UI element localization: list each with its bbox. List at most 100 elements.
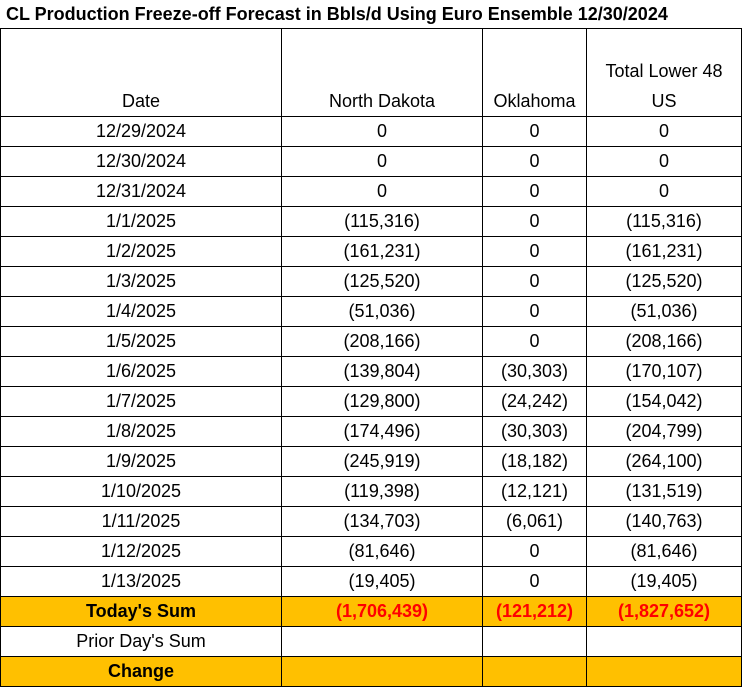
north-dakota-cell: (161,231) <box>281 236 483 267</box>
table-row: 12/30/2024 0 0 0 <box>0 146 742 177</box>
total-cell: (161,231) <box>586 236 742 267</box>
table-row: 1/6/2025 (139,804) (30,303) (170,107) <box>0 356 742 387</box>
oklahoma-cell: (30,303) <box>482 356 587 387</box>
table-row: 12/29/2024 0 0 0 <box>0 116 742 147</box>
total-cell: (170,107) <box>586 356 742 387</box>
table-row: 1/1/2025 (115,316) 0 (115,316) <box>0 206 742 237</box>
todays-sum-north-dakota: (1,706,439) <box>281 596 483 627</box>
change-label: Change <box>0 656 282 687</box>
date-cell: 1/4/2025 <box>0 296 282 327</box>
date-cell: 1/12/2025 <box>0 536 282 567</box>
table-row: 1/13/2025 (19,405) 0 (19,405) <box>0 566 742 597</box>
total-cell: (204,799) <box>586 416 742 447</box>
oklahoma-cell: (30,303) <box>482 416 587 447</box>
north-dakota-cell: 0 <box>281 176 483 207</box>
oklahoma-cell: 0 <box>482 146 587 177</box>
table-row: 1/11/2025 (134,703) (6,061) (140,763) <box>0 506 742 537</box>
total-cell: 0 <box>586 116 742 147</box>
date-cell: 12/31/2024 <box>0 176 282 207</box>
north-dakota-cell: (119,398) <box>281 476 483 507</box>
date-cell: 1/8/2025 <box>0 416 282 447</box>
date-cell: 1/3/2025 <box>0 266 282 297</box>
prior-day-sum-oklahoma <box>482 626 587 657</box>
table-row: 1/4/2025 (51,036) 0 (51,036) <box>0 296 742 327</box>
table-row: 1/8/2025 (174,496) (30,303) (204,799) <box>0 416 742 447</box>
header-north-dakota: North Dakota <box>281 28 483 117</box>
header-total-line2: US <box>651 91 677 111</box>
date-cell: 12/30/2024 <box>0 146 282 177</box>
table-title: CL Production Freeze-off Forecast in Bbl… <box>6 4 668 24</box>
oklahoma-cell: 0 <box>482 206 587 237</box>
oklahoma-cell: (18,182) <box>482 446 587 477</box>
oklahoma-cell: 0 <box>482 326 587 357</box>
total-cell: (131,519) <box>586 476 742 507</box>
north-dakota-cell: (125,520) <box>281 266 483 297</box>
north-dakota-cell: (129,800) <box>281 386 483 417</box>
oklahoma-cell: (6,061) <box>482 506 587 537</box>
total-cell: (140,763) <box>586 506 742 537</box>
oklahoma-cell: (12,121) <box>482 476 587 507</box>
north-dakota-cell: 0 <box>281 116 483 147</box>
header-total-line1: Total Lower 48 <box>605 61 723 81</box>
prior-day-sum-row: Prior Day's Sum <box>0 626 742 657</box>
oklahoma-cell: 0 <box>482 116 587 147</box>
prior-day-sum-total <box>586 626 742 657</box>
oklahoma-cell: 0 <box>482 266 587 297</box>
date-cell: 1/7/2025 <box>0 386 282 417</box>
table-row: 1/10/2025 (119,398) (12,121) (131,519) <box>0 476 742 507</box>
table-row: 1/7/2025 (129,800) (24,242) (154,042) <box>0 386 742 417</box>
date-cell: 1/5/2025 <box>0 326 282 357</box>
total-cell: (264,100) <box>586 446 742 477</box>
table-row: 1/5/2025 (208,166) 0 (208,166) <box>0 326 742 357</box>
table-row: 1/12/2025 (81,646) 0 (81,646) <box>0 536 742 567</box>
north-dakota-cell: (19,405) <box>281 566 483 597</box>
prior-day-sum-north-dakota <box>281 626 483 657</box>
north-dakota-cell: (139,804) <box>281 356 483 387</box>
table-row: 1/2/2025 (161,231) 0 (161,231) <box>0 236 742 267</box>
todays-sum-oklahoma: (121,212) <box>482 596 587 627</box>
total-cell: (125,520) <box>586 266 742 297</box>
oklahoma-cell: 0 <box>482 536 587 567</box>
change-total <box>586 656 742 687</box>
todays-sum-total: (1,827,652) <box>586 596 742 627</box>
header-oklahoma: Oklahoma <box>482 28 587 117</box>
date-cell: 12/29/2024 <box>0 116 282 147</box>
total-cell: (154,042) <box>586 386 742 417</box>
north-dakota-cell: (81,646) <box>281 536 483 567</box>
total-cell: 0 <box>586 146 742 177</box>
north-dakota-cell: (51,036) <box>281 296 483 327</box>
north-dakota-cell: (115,316) <box>281 206 483 237</box>
north-dakota-cell: (134,703) <box>281 506 483 537</box>
oklahoma-cell: 0 <box>482 296 587 327</box>
prior-day-sum-label: Prior Day's Sum <box>0 626 282 657</box>
date-cell: 1/1/2025 <box>0 206 282 237</box>
date-cell: 1/10/2025 <box>0 476 282 507</box>
change-row: Change <box>0 656 742 687</box>
header-row: Date North Dakota Oklahoma Total Lower 4… <box>0 28 742 117</box>
date-cell: 1/9/2025 <box>0 446 282 477</box>
change-north-dakota <box>281 656 483 687</box>
todays-sum-label: Today's Sum <box>0 596 282 627</box>
date-cell: 1/2/2025 <box>0 236 282 267</box>
freeze-off-table: Date North Dakota Oklahoma Total Lower 4… <box>0 28 742 687</box>
oklahoma-cell: 0 <box>482 566 587 597</box>
table-row: 12/31/2024 0 0 0 <box>0 176 742 207</box>
date-cell: 1/13/2025 <box>0 566 282 597</box>
north-dakota-cell: (174,496) <box>281 416 483 447</box>
date-cell: 1/6/2025 <box>0 356 282 387</box>
oklahoma-cell: (24,242) <box>482 386 587 417</box>
change-oklahoma <box>482 656 587 687</box>
north-dakota-cell: 0 <box>281 146 483 177</box>
date-cell: 1/11/2025 <box>0 506 282 537</box>
north-dakota-cell: (208,166) <box>281 326 483 357</box>
table-row: 1/9/2025 (245,919) (18,182) (264,100) <box>0 446 742 477</box>
total-cell: (115,316) <box>586 206 742 237</box>
oklahoma-cell: 0 <box>482 236 587 267</box>
total-cell: (51,036) <box>586 296 742 327</box>
header-total-lower-48: Total Lower 48 US <box>586 28 742 117</box>
total-cell: (81,646) <box>586 536 742 567</box>
todays-sum-row: Today's Sum (1,706,439) (121,212) (1,827,65… <box>0 596 742 627</box>
table-row: 1/3/2025 (125,520) 0 (125,520) <box>0 266 742 297</box>
total-cell: (208,166) <box>586 326 742 357</box>
oklahoma-cell: 0 <box>482 176 587 207</box>
